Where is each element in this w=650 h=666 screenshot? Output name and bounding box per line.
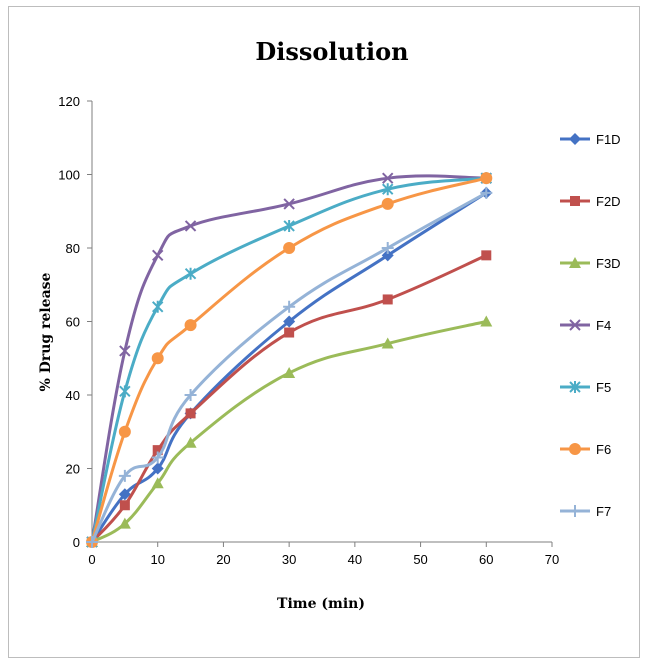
legend-marker xyxy=(569,319,581,331)
series-f1d-point xyxy=(381,249,394,262)
series-f2d-point xyxy=(382,294,393,305)
series-f7-point xyxy=(86,536,98,548)
series-f3d-point xyxy=(283,366,296,378)
y-axis-label: % Drug release xyxy=(38,272,54,391)
series-f3d-point xyxy=(184,436,197,448)
x-tick-label: 30 xyxy=(282,552,296,567)
series-f7 xyxy=(86,186,493,548)
series-f1d-point xyxy=(118,488,131,501)
x-tick-label: 50 xyxy=(413,552,427,567)
y-tick-label: 60 xyxy=(66,315,80,330)
legend-item-f5: F5 xyxy=(560,380,611,395)
legend-label: F5 xyxy=(596,380,611,395)
series-f3d-point xyxy=(118,517,131,529)
axes: 0 20 40 60 80 100 120 0 10 20 30 40 50 60 70 xyxy=(58,94,559,567)
series-f1d-point xyxy=(151,462,164,475)
series-f7-point xyxy=(184,389,197,401)
series-f3d xyxy=(86,315,493,547)
x-tick-label: 10 xyxy=(150,552,164,567)
x-tick-label: 70 xyxy=(545,552,559,567)
y-tick-label: 80 xyxy=(66,241,80,256)
x-tick-label: 60 xyxy=(479,552,493,567)
series-f2d-point xyxy=(185,408,196,419)
legend-label: F3D xyxy=(596,256,621,271)
legend: F1D F2D F3D F4 F5 F6 F7 xyxy=(560,132,621,519)
x-tick-label: 40 xyxy=(348,552,362,567)
x-tick-label: 20 xyxy=(216,552,230,567)
chart-title: Dissolution xyxy=(255,37,408,66)
legend-marker xyxy=(569,443,581,455)
legend-item-f1d: F1D xyxy=(560,132,621,147)
legend-item-f4: F4 xyxy=(560,318,611,333)
series-f6-line xyxy=(90,176,487,543)
series-f5-point xyxy=(152,300,164,313)
series-layer xyxy=(86,172,493,548)
series-f7-point xyxy=(283,300,296,313)
series-f7-point xyxy=(381,242,394,254)
series-f6-point xyxy=(283,242,296,254)
series-f2d-point xyxy=(481,250,492,261)
series-f5-point xyxy=(184,267,197,280)
series-f2d-point xyxy=(152,445,163,456)
series-f4 xyxy=(86,172,492,548)
series-f3d-point xyxy=(381,337,394,349)
series-f5-line xyxy=(90,176,487,543)
series-f5-point xyxy=(119,385,131,398)
series-f7-point xyxy=(480,186,493,199)
y-tick-label: 20 xyxy=(66,462,80,477)
series-f2d-point xyxy=(119,500,130,511)
y-tick-label: 40 xyxy=(66,388,80,403)
legend-label: F2D xyxy=(596,194,621,209)
series-f6 xyxy=(86,172,493,548)
series-f4-point xyxy=(119,345,131,357)
series-f5-point xyxy=(283,219,295,232)
series-f6-point xyxy=(184,319,197,332)
legend-item-f6: F6 xyxy=(560,442,611,457)
legend-item-f3d: F3D xyxy=(560,256,621,271)
x-axis-label: Time (min) xyxy=(277,596,365,612)
series-f2d-point xyxy=(284,327,295,338)
legend-marker xyxy=(569,133,581,145)
series-f3d-point xyxy=(151,477,164,489)
y-tick-label: 100 xyxy=(58,168,80,183)
legend-marker xyxy=(570,196,580,206)
legend-label: F7 xyxy=(596,504,611,519)
series-f2d xyxy=(87,250,492,547)
legend-marker xyxy=(569,381,581,393)
series-f3d-line xyxy=(91,320,487,544)
series-f2d-line xyxy=(90,253,487,544)
y-tick-label: 120 xyxy=(58,94,80,109)
legend-label: F4 xyxy=(596,318,611,333)
legend-item-f2d: F2D xyxy=(560,194,621,209)
x-tick-label: 0 xyxy=(88,552,95,567)
legend-item-f7: F7 xyxy=(560,504,611,519)
legend-label: F1D xyxy=(596,132,621,147)
series-f4-point xyxy=(283,198,295,210)
series-f6-point xyxy=(118,425,131,438)
series-f1d-point xyxy=(283,315,296,328)
series-f7-point xyxy=(118,469,131,482)
series-f7-point xyxy=(151,451,164,464)
legend-label: F6 xyxy=(596,442,611,457)
y-tick-label: 0 xyxy=(73,535,80,550)
legend-marker xyxy=(569,257,581,268)
legend-marker xyxy=(569,505,581,517)
series-f6-point xyxy=(151,352,164,365)
series-f4-point xyxy=(382,172,394,184)
series-f3d-point xyxy=(480,315,493,327)
series-f4-point xyxy=(184,220,197,232)
series-f6-point xyxy=(480,172,493,185)
series-f4-point xyxy=(152,249,164,262)
chart-frame xyxy=(8,6,640,658)
series-f6-point xyxy=(381,197,394,210)
series-f5-point xyxy=(382,183,394,196)
